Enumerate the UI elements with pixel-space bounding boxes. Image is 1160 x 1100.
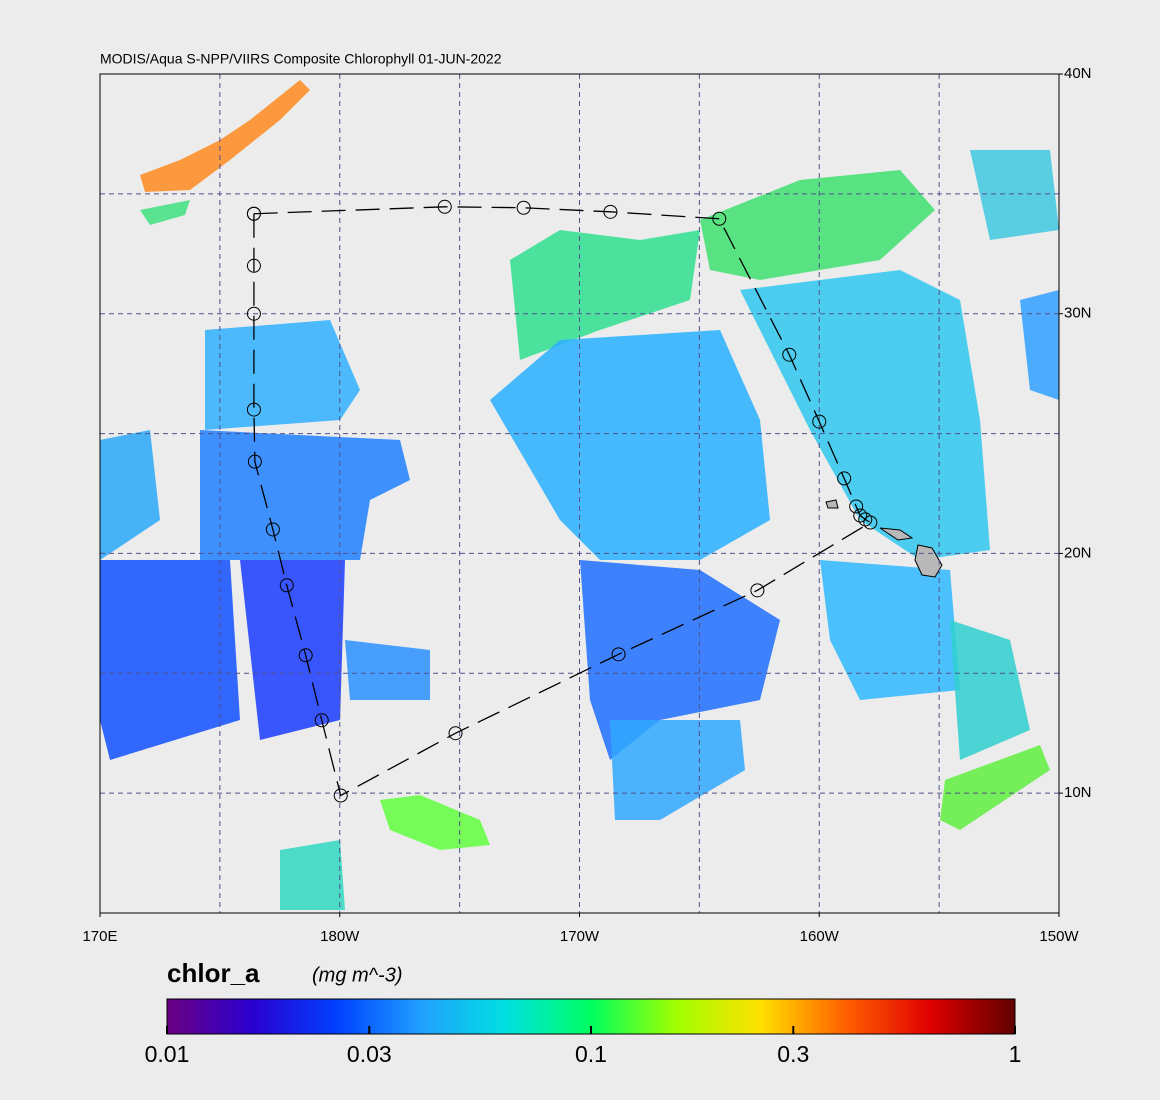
station [812,414,827,429]
chlorophyll-patch [820,560,960,700]
x-tick-label: 170W [560,928,600,945]
chlorophyll-field [100,80,1059,910]
station [516,200,531,215]
y-tick-label: 40N [1064,65,1092,82]
chlorophyll-patch [580,560,780,760]
station [448,726,463,741]
station [849,499,864,514]
station [333,788,348,803]
station [279,578,294,593]
map-title: MODIS/Aqua S-NPP/VIIRS Composite Chlorop… [100,51,502,67]
y-tick-label: 30N [1064,305,1092,322]
colorbar-tick-label: 0.3 [777,1041,809,1067]
chlorophyll-patch [140,80,310,192]
station [750,583,765,598]
station [246,258,261,273]
chlorophyll-patch [380,795,490,850]
chlorophyll-patch [280,840,345,910]
colorbar-tick-label: 1 [1009,1041,1022,1067]
chlorophyll-patch [100,560,240,760]
colorbar-tick-label: 0.1 [575,1041,607,1067]
chlorophyll-patch [205,320,360,430]
chlorophyll-patch [140,200,190,225]
chlorophyll-patch [1020,290,1059,400]
station [712,211,727,226]
y-tick-label: 20N [1064,544,1092,561]
station [603,204,618,219]
colorbar-units: (mg m^-3) [312,964,403,986]
x-tick-label: 160W [800,928,840,945]
chlorophyll-patch [490,330,770,560]
island [879,527,914,541]
chlorophyll-patch [940,745,1050,830]
chlorophyll-patch [510,230,700,360]
station [246,206,261,221]
station [858,512,873,527]
colorbar-tick-label: 0.03 [347,1041,392,1067]
chlorophyll-patch [950,620,1030,760]
station [437,199,452,214]
station [782,347,797,362]
station [247,454,262,469]
station [298,648,313,663]
chlorophyll-patch [970,150,1059,240]
track-line [253,206,872,797]
chlorophyll-patch [740,270,990,560]
y-tick-label: 10N [1064,784,1092,801]
colorbar-ticks: 0.01 0.03 0.1 0.3 1 [145,1026,1022,1067]
axis-labels: 170E 180W 170W 160W 150W 40N 30N 20N 10N [82,65,1091,945]
island [825,499,839,509]
station [611,647,626,662]
colorbar-tick-label: 0.01 [145,1041,190,1067]
chlorophyll-patch [100,430,160,560]
station [246,402,261,417]
station [246,306,261,321]
chlorophyll-patch [240,560,345,740]
station [853,508,868,523]
chlorophyll-patch [610,720,745,820]
colorbar-label: chlor_a [167,958,260,988]
x-tick-label: 170E [82,928,117,945]
station [837,471,852,486]
chlorophyll-patch [200,430,410,560]
x-tick-label: 180W [320,928,360,945]
chlorophyll-patch [345,640,430,700]
chlorophyll-patch [700,170,935,280]
cruise-track [246,199,878,803]
station [314,713,329,728]
x-tick-label: 150W [1039,928,1079,945]
station [265,522,280,537]
